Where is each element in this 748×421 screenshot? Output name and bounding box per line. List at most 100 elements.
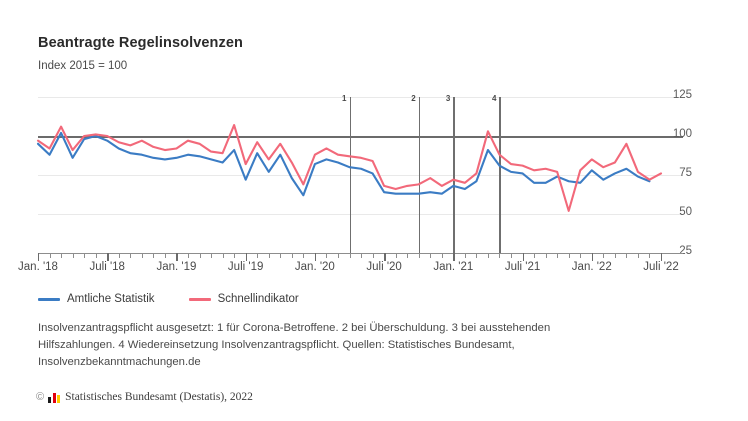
x-tick [372,253,374,258]
x-tick [649,253,651,258]
x-tick-label: Juli '22 [643,261,679,273]
gridline-50 [38,214,683,215]
x-tick [349,253,351,258]
footnote-line-1: Insolvenzantragspflicht ausgesetzt: 1 fü… [38,322,551,334]
x-tick [476,253,478,258]
x-tick [164,253,166,258]
event-marker-4 [499,97,501,253]
x-tick-label: Jan. '19 [156,261,197,273]
x-tick [199,253,201,258]
y-tick-label-25: 25 [679,245,692,257]
chart-legend: Amtliche Statistik Schnellindikator [38,293,299,305]
x-tick [614,253,616,258]
x-tick [303,253,305,258]
x-tick [591,253,594,261]
legend-label: Amtliche Statistik [67,293,155,305]
y-axis-labels: 25 50 75 100 125 [673,89,744,264]
event-marker-2 [418,97,421,253]
legend-item-0[interactable]: Amtliche Statistik [38,293,155,305]
copyright: © Statistisches Bundesamt (Destatis), 20… [36,391,253,403]
x-tick [522,253,524,261]
x-tick [314,253,317,261]
x-tick [141,253,143,258]
x-tick [407,253,409,258]
copyright-text: Statistisches Bundesamt (Destatis), 2022 [65,391,253,403]
y-tick-label-125: 125 [672,89,692,101]
legend-swatch-icon [188,297,211,301]
footnote-line-2: Hilfszahlungen. 4 Wiedereinsetzung Insol… [38,339,515,351]
x-tick [499,253,501,258]
chart-subtitle: Index 2015 = 100 [38,60,128,72]
x-tick [234,253,236,258]
x-tick [326,253,328,258]
x-tick [222,253,224,258]
x-tick [545,253,547,258]
series-line-amtliche-statistik [36,131,651,197]
event-marker-label-3: 3 [445,94,451,103]
page-title: Beantragte Regelinsolvenzen [38,35,243,51]
x-tick [38,253,40,261]
x-tick [95,253,97,258]
x-tick-label: Jan. '18 [18,261,58,273]
x-tick [49,253,51,258]
x-tick [280,253,282,258]
x-tick [153,253,155,258]
gridline-125 [38,97,683,98]
destatis-logo-icon [48,392,61,403]
gridline-100 [38,136,683,138]
x-tick [130,253,132,258]
x-axis-line [38,253,683,254]
x-tick [268,253,270,258]
x-tick [187,253,189,258]
legend-item-1[interactable]: Schnellindikator [188,293,299,305]
series-lines [36,124,663,212]
y-tick-label-50: 50 [679,206,692,218]
x-tick [534,253,536,258]
x-tick-label: Juli '21 [504,261,541,273]
x-tick [580,253,582,258]
x-tick [487,253,489,258]
x-tick-label: Jan. '22 [571,261,612,273]
x-tick [557,253,559,258]
x-tick [626,253,628,258]
y-tick-label-100: 100 [672,128,692,140]
x-tick-label: Juli '19 [227,261,264,273]
event-marker-1 [349,97,351,253]
x-tick [176,253,178,261]
x-tick [395,253,397,258]
x-tick [61,253,63,258]
x-tick [661,253,663,261]
x-tick-label: Juli '20 [366,261,402,273]
legend-swatch-icon [38,297,60,301]
x-tick [84,253,86,258]
x-tick [361,253,363,258]
event-marker-label-1: 1 [342,94,347,103]
event-marker-label-4: 4 [492,94,497,103]
gridline-75 [38,175,683,176]
y-tick-label-75: 75 [679,167,692,179]
x-tick [441,253,443,258]
x-tick [453,253,455,261]
footnote-line-3: Insolvenzbekanntmachungen.de [38,356,201,368]
x-tick [568,253,570,258]
x-tick-label: Juli '18 [89,261,125,273]
x-tick-label: Jan. '21 [433,261,474,273]
legend-label: Schnellindikator [217,293,299,305]
x-tick [511,253,513,258]
x-tick [257,253,259,258]
x-tick [245,253,248,261]
x-tick [384,253,386,261]
copyright-icon: © [36,391,45,403]
x-tick [418,253,420,258]
event-marker-label-2: 2 [411,94,416,103]
x-tick [107,253,109,261]
x-tick-label: Jan. '20 [294,261,335,273]
footnote: Insolvenzantragspflicht ausgesetzt: 1 fü… [38,320,698,371]
x-tick [291,253,293,258]
x-tick [72,253,74,258]
x-tick [211,253,213,258]
x-tick [430,253,432,258]
x-tick [637,253,639,258]
x-tick [337,253,339,258]
